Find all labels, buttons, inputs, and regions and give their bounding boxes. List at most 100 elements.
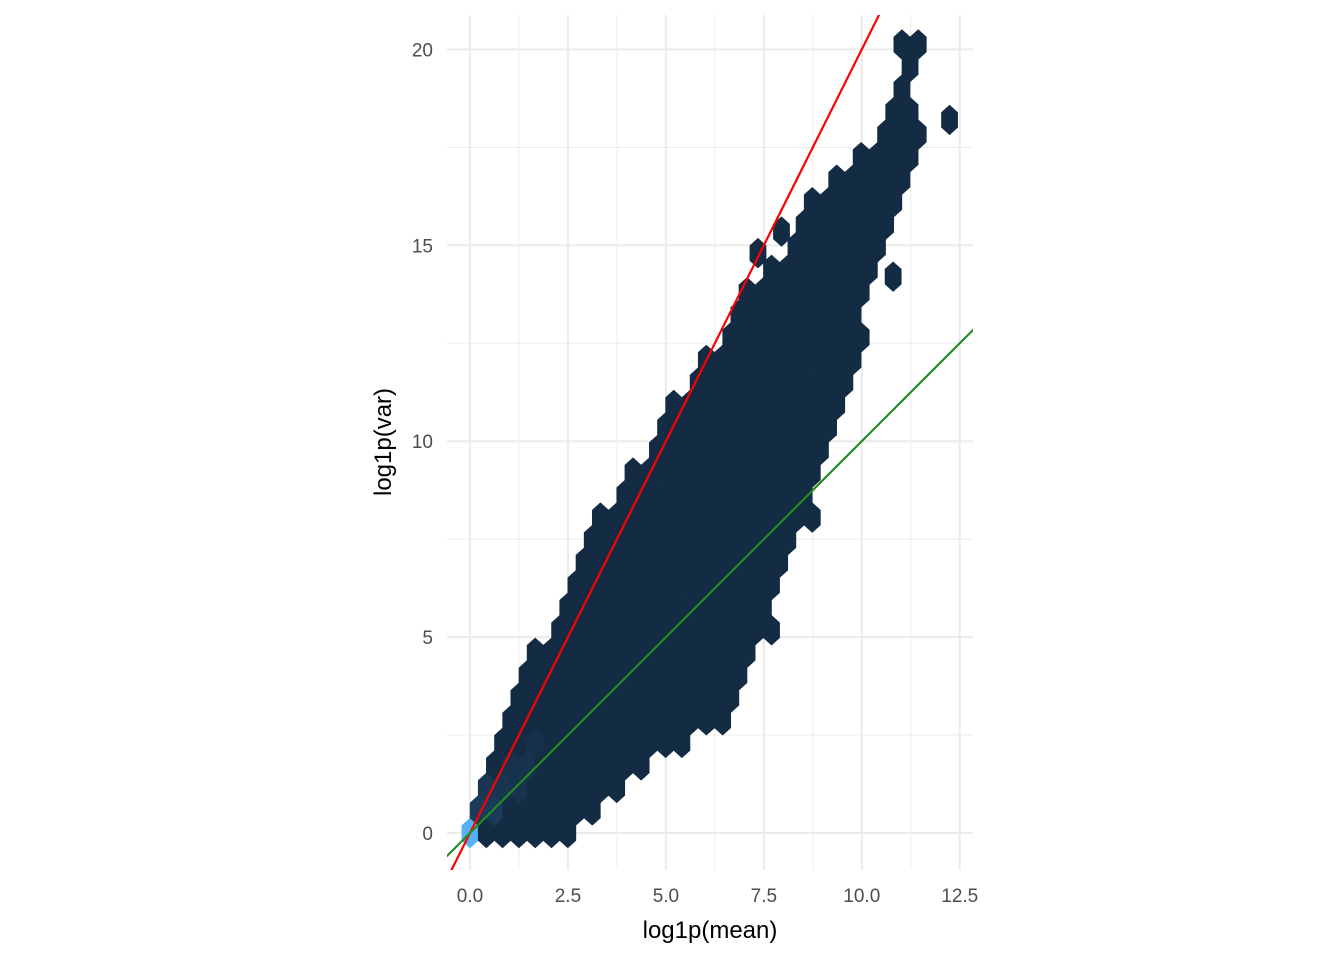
hex-bin [763, 569, 780, 601]
red-reference-line [450, 15, 881, 870]
hex-bin [632, 660, 650, 691]
hex-bin [477, 817, 495, 849]
hex-bin [722, 592, 740, 623]
hex-bin [763, 434, 780, 466]
hex-bin [722, 457, 740, 488]
hex-bin [657, 592, 674, 623]
hex-bin [820, 322, 837, 353]
hex-bin [746, 299, 764, 331]
hex-bin [836, 322, 854, 353]
hex-bin [803, 412, 821, 443]
hex-bin [779, 389, 797, 421]
hex-bin [852, 322, 870, 353]
hex-bin [583, 750, 601, 781]
hex-bin [583, 524, 601, 556]
hex-bin [665, 569, 683, 601]
hex-bin [600, 615, 617, 646]
hex-bin [534, 795, 552, 826]
hex-bin [616, 479, 634, 511]
hex-bin [486, 750, 503, 781]
hex-bin [657, 502, 674, 533]
hex-bin [779, 344, 797, 376]
hex-bin [689, 367, 707, 398]
hex-bin [665, 389, 683, 421]
hex-bin [738, 412, 756, 443]
y-tick-label: 10 [412, 432, 433, 453]
hex-bin [795, 209, 813, 240]
hex-bin [608, 727, 626, 759]
hex-bin [502, 795, 520, 826]
hex-bin [657, 682, 674, 714]
y-tick-label: 20 [412, 40, 433, 61]
hex-bin [624, 637, 642, 668]
hex-bin [828, 299, 846, 331]
hex-bin [722, 367, 740, 398]
hex-bin [763, 479, 780, 511]
hex-bin [706, 457, 723, 488]
hex-bin [632, 524, 650, 556]
hex-bin [510, 682, 528, 714]
hex-bin [477, 772, 495, 804]
hex-bin [624, 727, 642, 759]
hex-bin [746, 569, 764, 601]
hex-bin [844, 164, 862, 195]
hex-bin [681, 569, 699, 601]
hex-bin [722, 412, 740, 443]
hex-bin-isolated [941, 104, 958, 136]
hex-bin [795, 299, 813, 331]
hex-bin [836, 367, 854, 398]
hex-bin [730, 389, 748, 421]
hex-bin [869, 187, 886, 218]
hex-bin [697, 615, 715, 646]
x-tick-label: 0.0 [457, 886, 483, 907]
hex-bin [608, 592, 626, 623]
hex-bin [559, 592, 577, 623]
hex-bin [657, 547, 674, 578]
hex-bin [860, 164, 878, 195]
hex-bin [681, 434, 699, 466]
hex-bin [673, 547, 691, 578]
hex-bin [885, 96, 903, 128]
hex-bin [689, 457, 707, 488]
hex-bin [534, 750, 552, 781]
hex-bin [706, 502, 723, 533]
hex-bin [559, 772, 577, 804]
hex-bin [779, 254, 797, 285]
hex-bin [730, 434, 748, 466]
hex-bin [730, 344, 748, 376]
hex-bin [608, 772, 626, 804]
hex-bin [803, 322, 821, 353]
hex-bin [763, 389, 780, 421]
hex-bin [738, 277, 756, 308]
hex-bin [640, 547, 658, 578]
hex-bin [665, 660, 683, 691]
hex-bin [697, 479, 715, 511]
hex-bin [779, 479, 797, 511]
hex-bin [665, 434, 683, 466]
hex-bin [706, 637, 723, 668]
hex-bin [689, 502, 707, 533]
hex-bin [689, 637, 707, 668]
hex-bin [559, 727, 577, 759]
hex-bin [608, 637, 626, 668]
hex-bin [567, 795, 585, 826]
hex-bin [657, 637, 674, 668]
hex-bin [526, 772, 544, 804]
hex-bin [877, 119, 895, 150]
hex-bin [649, 705, 666, 736]
hex-bin [575, 727, 593, 759]
hex-bin [820, 277, 837, 308]
hex-bin [640, 502, 658, 533]
hex-bin [893, 119, 911, 150]
hex-bin [649, 569, 666, 601]
hex-bin-isolated [773, 216, 790, 247]
hex-bin [673, 637, 691, 668]
hex-bin [754, 502, 772, 533]
x-tick-label: 12.5 [941, 886, 978, 907]
hex-bin [909, 119, 927, 150]
hex-bin [591, 592, 609, 623]
hex-bin [730, 615, 748, 646]
hex-bin [494, 817, 511, 849]
hex-bin [722, 502, 740, 533]
